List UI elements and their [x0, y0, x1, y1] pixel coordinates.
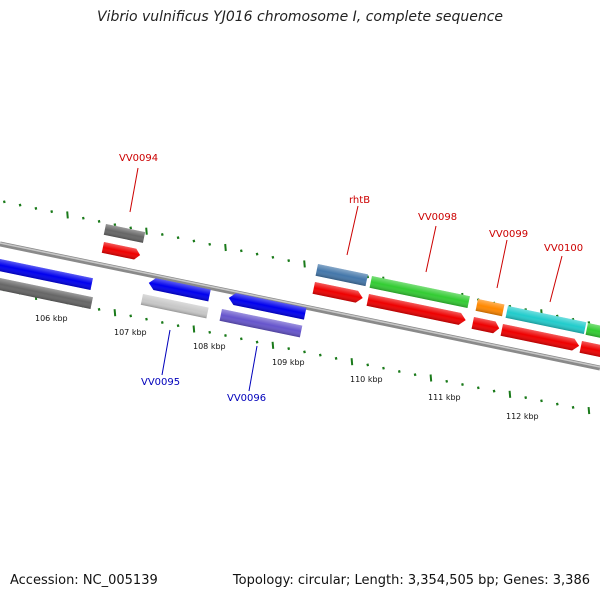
label-vv0096[interactable]: VV0096 — [227, 393, 266, 404]
lower-tick-16 — [255, 340, 259, 344]
lower-tick-14 — [224, 334, 227, 337]
label-vv0098[interactable]: VV0098 — [418, 212, 457, 223]
label-vv0095[interactable]: VV0095 — [141, 377, 180, 388]
gene-vv0099-orange[interactable] — [475, 299, 505, 317]
gene-red-right[interactable] — [579, 341, 600, 361]
lower-tick-28 — [445, 379, 449, 383]
gene-vv0095[interactable] — [148, 277, 211, 302]
lower-tick-20 — [318, 353, 322, 357]
accession-text: Accession: NC_005139 — [10, 573, 158, 588]
lower-tick-29 — [461, 383, 464, 386]
upper-tick-17 — [271, 255, 275, 259]
label-vv0099[interactable]: VV0099 — [489, 229, 528, 240]
lower-tick-35 — [555, 402, 559, 406]
gene-vv0094-cds[interactable] — [101, 242, 141, 260]
scale-label-108: 108 kbp — [193, 342, 226, 351]
lower-tick-34 — [540, 399, 543, 403]
lower-tick-17 — [271, 341, 275, 349]
gene-vv0096[interactable] — [228, 292, 307, 320]
leader-vv0096 — [248, 345, 258, 392]
leader-vv0099 — [496, 239, 508, 289]
lower-tick-9 — [145, 317, 148, 321]
lower-tick-30 — [476, 386, 480, 390]
gene-vv0100-cyan[interactable] — [505, 306, 587, 334]
gene-vv0099-cds[interactable] — [471, 317, 501, 334]
gene-vv0098-green[interactable] — [369, 276, 470, 309]
upper-tick-5 — [81, 216, 85, 220]
gene-rhtb-steel[interactable] — [315, 264, 368, 287]
lower-tick-10 — [160, 321, 164, 324]
upper-tick-3 — [50, 210, 54, 214]
lower-tick-25 — [397, 370, 401, 373]
lower-tick-6 — [97, 307, 101, 311]
leader-vv0100 — [549, 255, 563, 303]
upper-tick-2 — [34, 206, 38, 210]
lower-tick-36 — [571, 405, 575, 409]
upper-tick-1 — [18, 203, 22, 207]
leader-vv0095 — [161, 329, 171, 376]
lower-tick-27 — [429, 374, 433, 382]
lower-tick-11 — [176, 324, 180, 328]
lower-tick-23 — [366, 363, 370, 367]
lower-tick-33 — [524, 396, 528, 400]
lower-tick-37 — [587, 407, 591, 415]
map-title: Vibrio vulnificus YJ016 chromosome I, co… — [96, 9, 504, 25]
backbone-highlight — [0, 242, 600, 368]
scale-label-111: 111 kbp — [428, 393, 461, 402]
gene-vv0100-cds[interactable] — [500, 324, 581, 352]
gene-rhtb-cds[interactable] — [312, 282, 364, 304]
upper-tick-15 — [239, 249, 243, 253]
lower-tick-21 — [334, 356, 338, 360]
backbone-line — [0, 241, 600, 371]
gene-vv0095-light[interactable] — [140, 294, 209, 319]
leader-vv0094 — [129, 167, 139, 213]
upper-tick-14 — [224, 243, 227, 252]
lower-tick-32 — [508, 390, 512, 398]
scale-label-112: 112 kbp — [506, 412, 539, 421]
scale-label-106: 106 kbp — [35, 314, 68, 323]
upper-tick-18 — [287, 259, 291, 263]
lower-tick-13 — [208, 330, 212, 334]
label-vv0100[interactable]: VV0100 — [544, 243, 583, 254]
lower-tick-18 — [287, 347, 291, 351]
label-vv0094[interactable]: VV0094 — [119, 153, 158, 164]
lower-tick-12 — [192, 325, 196, 333]
upper-tick-19 — [303, 260, 306, 268]
upper-tick-9 — [145, 227, 148, 235]
gene-green-right[interactable] — [585, 323, 600, 343]
gene-vv0098-cds[interactable] — [366, 294, 467, 326]
lower-tick-19 — [303, 350, 306, 354]
gene-gray-left[interactable] — [0, 277, 93, 310]
gene-gray-vv0094[interactable] — [103, 224, 146, 243]
upper-tick-10 — [160, 233, 164, 236]
scale-label-109: 109 kbp — [272, 358, 305, 367]
topology-stats: Topology: circular; Length: 3,354,505 bp… — [232, 573, 590, 588]
leader-vv0098 — [425, 225, 437, 273]
upper-tick-8 — [129, 226, 133, 230]
scale-label-107: 107 kbp — [114, 328, 147, 337]
gene-vv0096-slate[interactable] — [219, 309, 303, 338]
label-rhtb[interactable]: rhtB — [349, 195, 370, 206]
upper-tick-6 — [97, 219, 101, 223]
upper-tick-4 — [66, 211, 69, 219]
upper-tick-0 — [2, 200, 6, 204]
lower-tick-24 — [382, 366, 385, 370]
lower-tick-31 — [492, 389, 496, 393]
upper-tick-13 — [208, 242, 212, 246]
upper-tick-12 — [192, 239, 196, 243]
gene-blue-left[interactable] — [0, 258, 93, 291]
lower-tick-22 — [350, 358, 354, 366]
lower-tick-7 — [113, 309, 117, 317]
upper-tick-7 — [113, 223, 117, 227]
upper-tick-11 — [176, 236, 180, 240]
lower-tick-26 — [413, 373, 417, 377]
lower-tick-8 — [129, 314, 133, 318]
leader-rhtb — [346, 205, 359, 256]
upper-tick-16 — [255, 252, 259, 256]
scale-label-110: 110 kbp — [350, 375, 383, 384]
lower-tick-15 — [239, 337, 243, 341]
